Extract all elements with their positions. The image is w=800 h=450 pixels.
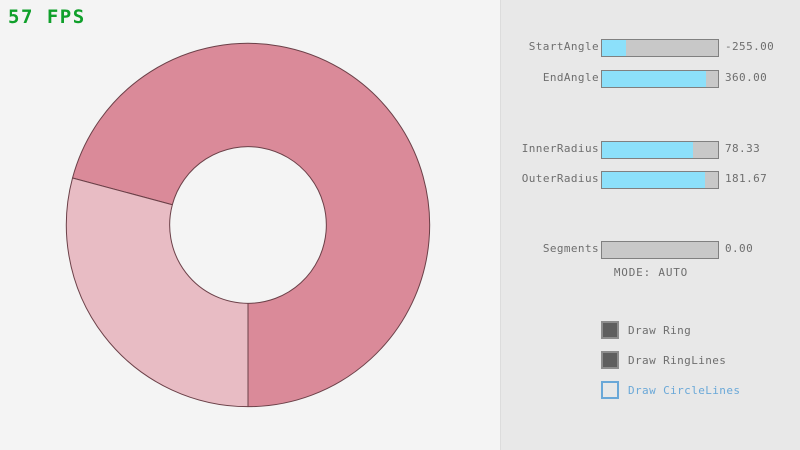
mode-status-text: MODE: AUTO bbox=[613, 266, 689, 279]
slider-row-innerradius: InnerRadius 78.33 bbox=[501, 141, 800, 159]
slider-row-outerradius: OuterRadius 181.67 bbox=[501, 171, 800, 189]
checkbox-draw-ringlines[interactable] bbox=[601, 351, 619, 369]
slider-label-innerradius: InnerRadius bbox=[521, 142, 599, 155]
slider-innerradius[interactable] bbox=[601, 141, 719, 159]
render-canvas[interactable]: 57 FPS bbox=[0, 0, 500, 450]
slider-label-startangle: StartAngle bbox=[528, 40, 599, 53]
slider-startangle[interactable] bbox=[601, 39, 719, 57]
checkbox-label-draw-circlelines: Draw CircleLines bbox=[628, 383, 741, 397]
slider-value-startangle: -255.00 bbox=[725, 40, 775, 53]
slider-value-segments: 0.00 bbox=[725, 242, 754, 255]
slider-row-endangle: EndAngle 360.00 bbox=[501, 70, 800, 88]
checkbox-row-draw-ringlines[interactable]: Draw RingLines bbox=[601, 350, 726, 370]
slider-value-endangle: 360.00 bbox=[725, 71, 768, 84]
slider-segments[interactable] bbox=[601, 241, 719, 259]
checkbox-draw-ring[interactable] bbox=[601, 321, 619, 339]
slider-label-outerradius: OuterRadius bbox=[521, 172, 599, 185]
slider-label-endangle: EndAngle bbox=[542, 71, 599, 84]
slider-endangle[interactable] bbox=[601, 70, 719, 88]
checkbox-draw-circlelines[interactable] bbox=[601, 381, 619, 399]
donut-slice-1 bbox=[72, 42, 431, 408]
checkbox-row-draw-circlelines[interactable]: Draw CircleLines bbox=[601, 380, 740, 400]
slider-fill-startangle bbox=[602, 40, 627, 56]
slider-fill-innerradius bbox=[602, 142, 693, 158]
donut-chart bbox=[65, 42, 431, 408]
slider-value-innerradius: 78.33 bbox=[725, 142, 761, 155]
slider-fill-outerradius bbox=[602, 172, 706, 188]
slider-outerradius[interactable] bbox=[601, 171, 719, 189]
donut-slices bbox=[65, 42, 431, 408]
slider-value-outerradius: 181.67 bbox=[725, 172, 768, 185]
checkbox-row-draw-ring[interactable]: Draw Ring bbox=[601, 320, 691, 340]
donut-slice-2 bbox=[65, 177, 249, 408]
checkbox-label-draw-ring: Draw Ring bbox=[628, 323, 692, 337]
slider-fill-endangle bbox=[602, 71, 706, 87]
slider-row-startangle: StartAngle -255.00 bbox=[501, 39, 800, 57]
slider-row-segments: Segments 0.00 bbox=[501, 241, 800, 259]
fps-counter: 57 FPS bbox=[8, 6, 86, 28]
checkbox-label-draw-ringlines: Draw RingLines bbox=[628, 353, 727, 367]
control-panel: StartAngle -255.00 EndAngle 360.00 InnerRadi… bbox=[500, 0, 800, 450]
slider-label-segments: Segments bbox=[542, 242, 599, 255]
